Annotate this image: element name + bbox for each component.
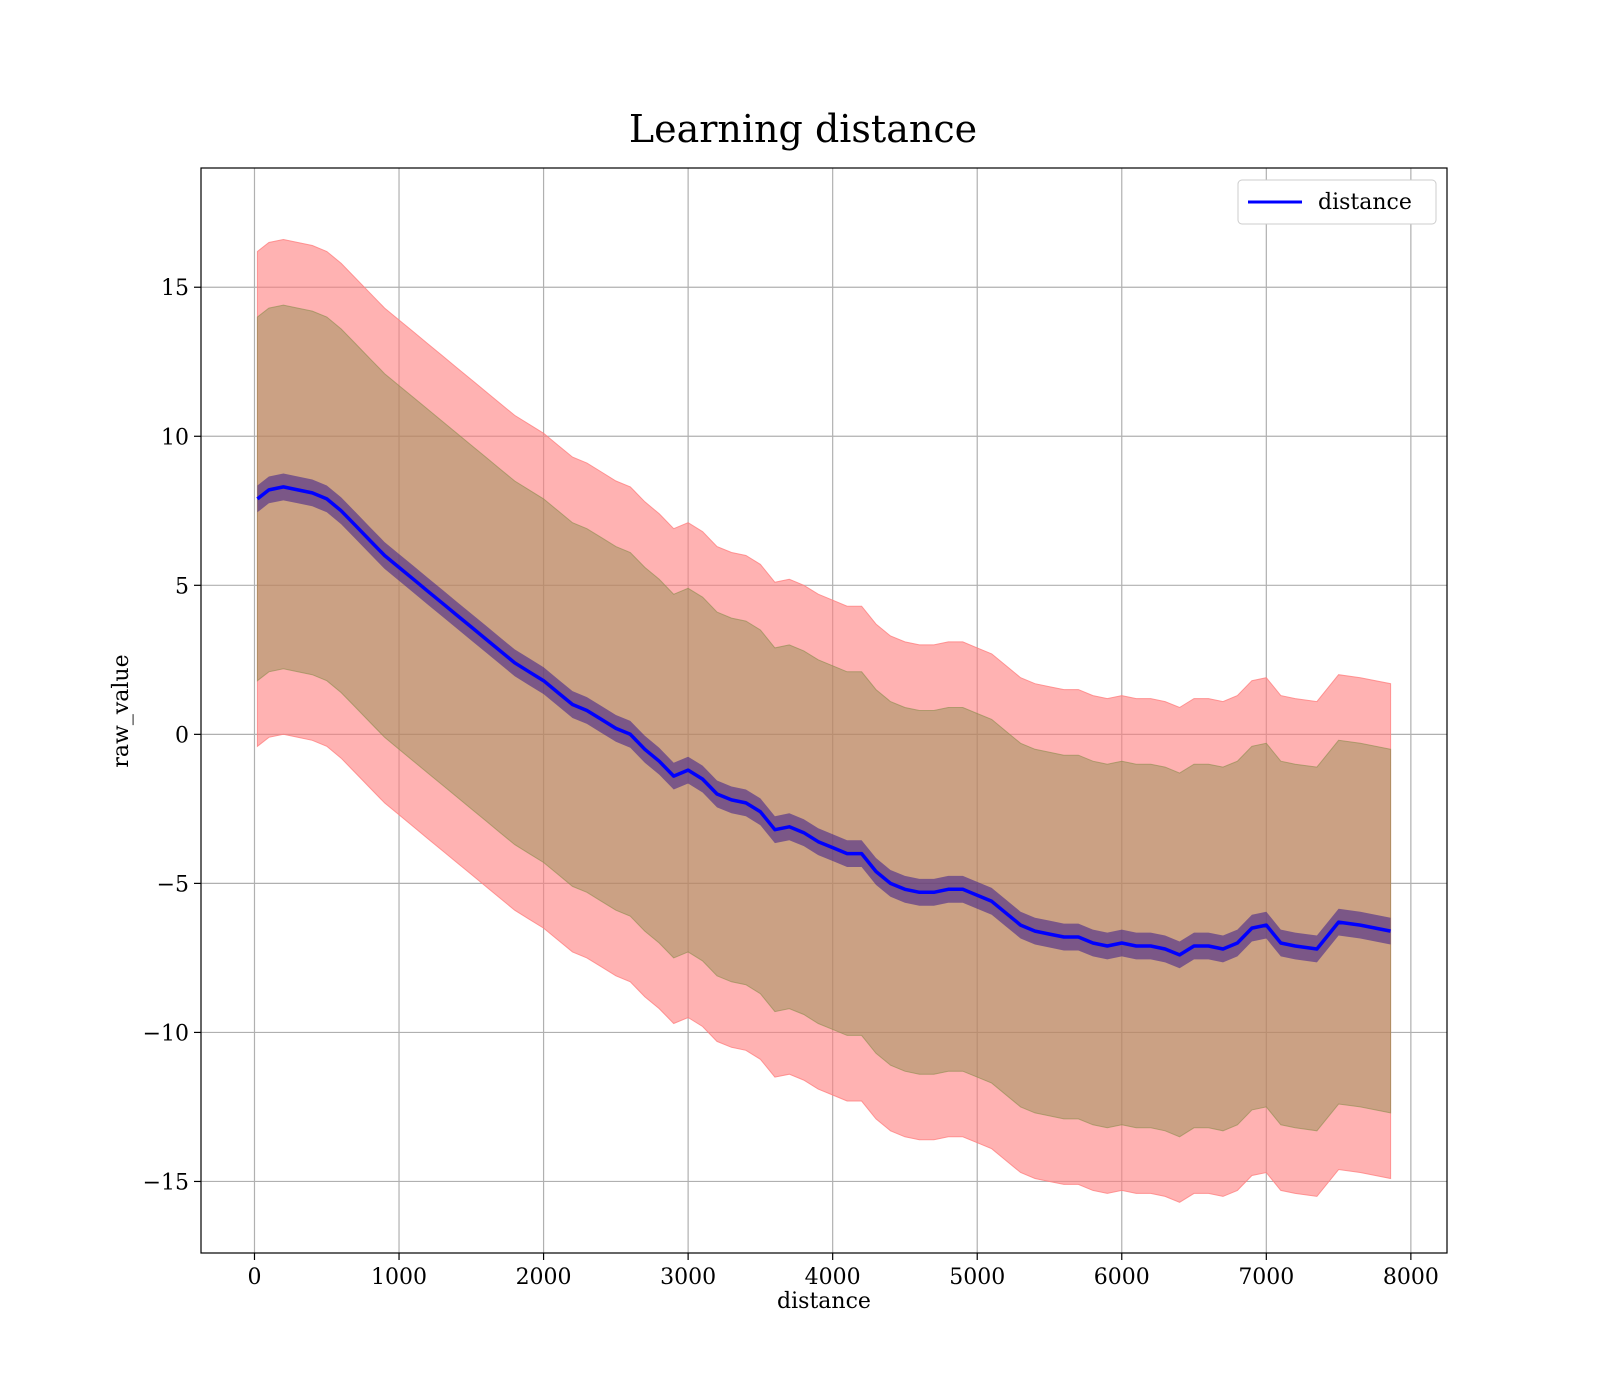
series-lines [256, 485, 1391, 957]
y-tick-label: −5 [157, 872, 189, 897]
y-axis-label: raw_value [109, 654, 134, 767]
legend: distance [1237, 179, 1437, 225]
x-axis-ticks: 0 1000 2000 3000 4000 5000 6000 7000 8000 [247, 1253, 1439, 1290]
y-tick-label: 0 [175, 723, 189, 748]
x-tick-label: 8000 [1383, 1265, 1439, 1290]
x-tick-label: 4000 [805, 1265, 861, 1290]
x-tick-label: 6000 [1094, 1265, 1150, 1290]
confidence-bands [256, 238, 1392, 1203]
y-tick-label: 15 [161, 276, 189, 301]
y-axis-ticks: −15 −10 −5 0 5 10 15 [143, 276, 201, 1195]
x-tick-label: 3000 [660, 1265, 716, 1290]
y-tick-label: 10 [161, 425, 189, 450]
y-tick-label: −10 [143, 1021, 189, 1046]
series-line-distance [256, 485, 1391, 957]
y-tick-label: 5 [175, 574, 189, 599]
x-tick-label: 5000 [949, 1265, 1005, 1290]
plot-frame [200, 167, 1448, 1254]
legend-label-distance: distance [1318, 190, 1412, 215]
plot-area [200, 167, 1448, 1254]
outer-band [256, 238, 1392, 1203]
legend-box [1237, 179, 1437, 225]
x-tick-label: 7000 [1238, 1265, 1294, 1290]
y-tick-label: −15 [143, 1170, 189, 1195]
x-tick-label: 0 [247, 1265, 261, 1290]
chart-title: Learning distance [629, 107, 977, 151]
middle-band [256, 304, 1392, 1138]
x-tick-label: 2000 [516, 1265, 572, 1290]
x-axis-label: distance [777, 1289, 871, 1314]
x-tick-label: 1000 [371, 1265, 427, 1290]
